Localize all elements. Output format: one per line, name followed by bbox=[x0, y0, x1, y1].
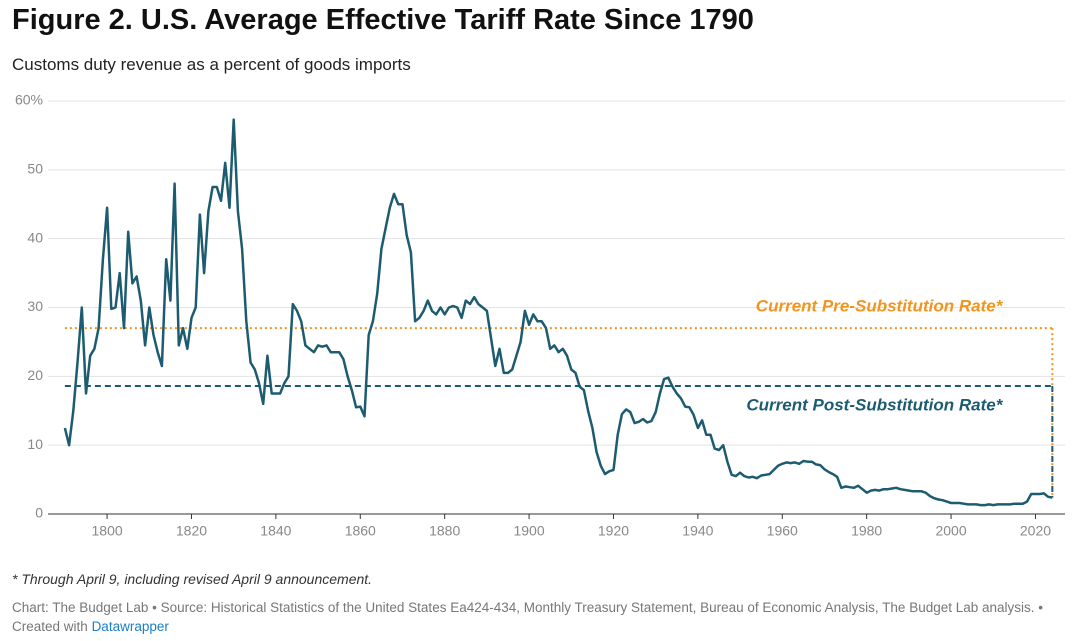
y-tick-label: 40 bbox=[27, 229, 43, 245]
reference-label: Current Post-Substitution Rate* bbox=[746, 395, 1003, 414]
credit-link[interactable]: Datawrapper bbox=[91, 619, 169, 634]
x-tick-label: 1840 bbox=[260, 523, 291, 539]
series-line bbox=[63, 118, 1053, 507]
x-tick-label: 1960 bbox=[767, 523, 798, 539]
chart-subtitle: Customs duty revenue as a percent of goo… bbox=[12, 55, 411, 74]
reference-label: Current Pre-Substitution Rate* bbox=[756, 297, 1004, 316]
source: Chart: The Budget Lab • Source: Historic… bbox=[12, 598, 1062, 636]
x-tick-label: 2020 bbox=[1020, 523, 1051, 539]
source-text: Chart: The Budget Lab • Source: Historic… bbox=[12, 600, 1044, 634]
y-tick-label: 30 bbox=[27, 298, 43, 314]
x-tick-label: 2000 bbox=[935, 523, 966, 539]
y-tick-label: 10 bbox=[27, 436, 43, 452]
y-tick-label: 50 bbox=[27, 161, 43, 177]
chart-title: Figure 2. U.S. Average Effective Tariff … bbox=[12, 4, 754, 36]
x-tick-label: 1920 bbox=[598, 523, 629, 539]
x-tick-label: 1860 bbox=[345, 523, 376, 539]
x-tick-label: 1900 bbox=[513, 523, 544, 539]
y-tick-label: 60% bbox=[15, 92, 43, 108]
footnote: * Through April 9, including revised Apr… bbox=[12, 571, 373, 587]
x-tick-label: 1980 bbox=[851, 523, 882, 539]
x-tick-label: 1940 bbox=[682, 523, 713, 539]
y-tick-label: 0 bbox=[35, 505, 43, 521]
y-tick-label: 20 bbox=[27, 367, 43, 383]
x-tick-label: 1880 bbox=[429, 523, 460, 539]
x-tick-label: 1800 bbox=[92, 523, 123, 539]
x-tick-label: 1820 bbox=[176, 523, 207, 539]
